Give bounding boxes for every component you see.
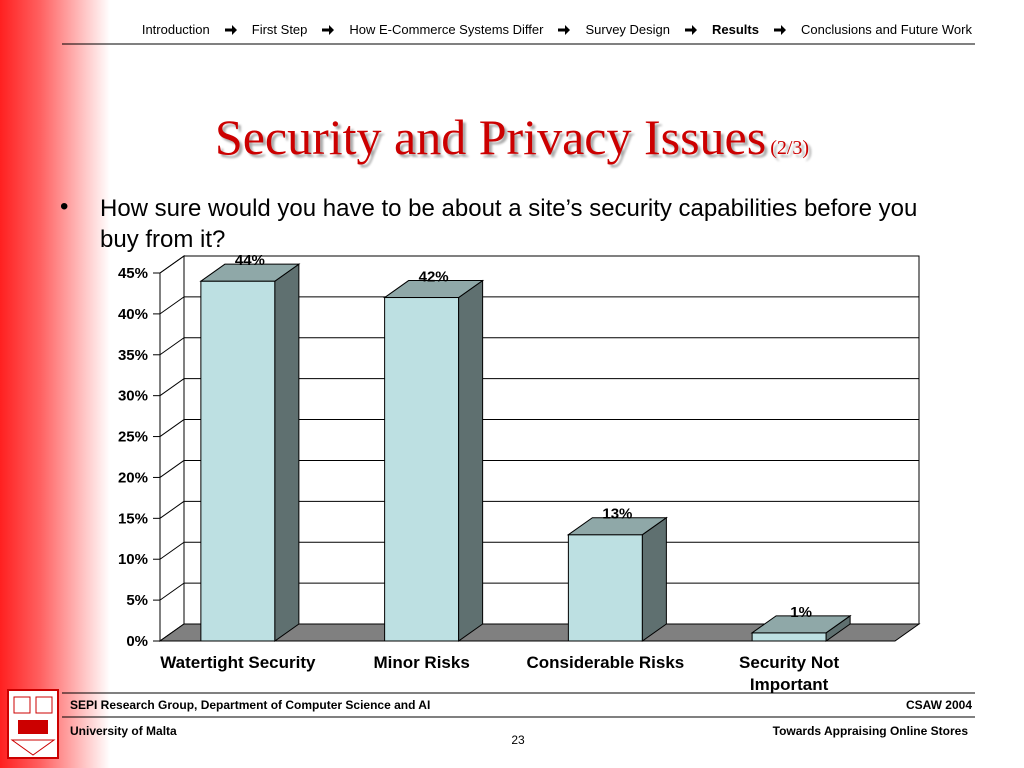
bar-front	[200, 280, 276, 642]
nav-item: Introduction	[141, 22, 210, 37]
nav-item: First Step	[251, 22, 308, 37]
grid-line-side	[159, 582, 185, 601]
nav-arrow	[558, 24, 571, 35]
grid-line-side	[159, 378, 185, 397]
footer-event: CSAW 2004	[905, 698, 972, 712]
x-tick-label: Minor Risks	[373, 653, 470, 672]
value-label: 44%	[235, 252, 265, 269]
bar-front	[751, 632, 827, 642]
nav-item: Conclusions and Future Work	[800, 22, 972, 37]
bar	[566, 516, 668, 642]
grid-line-side	[159, 460, 185, 478]
value-label: 13%	[602, 506, 632, 523]
grid-line-side	[159, 337, 185, 356]
title-suffix: (2/3)	[770, 137, 810, 159]
y-tick-label: 40%	[118, 306, 148, 323]
nav-item: Results	[712, 22, 759, 37]
nav: Introduction First Step How E-Commerce Sys…	[142, 22, 972, 37]
footer-talk: Towards Appraising Online Stores	[772, 724, 968, 738]
bullet-mark: •	[60, 193, 69, 220]
page-number: 23	[511, 733, 525, 747]
y-tick-label: 5%	[126, 592, 148, 609]
bar	[383, 279, 485, 642]
grid-line-side	[159, 419, 185, 437]
bar-top	[750, 615, 852, 634]
bar-side	[274, 263, 300, 642]
y-tick-label: 20%	[118, 469, 148, 486]
nav-item: How E-Commerce Systems Differ	[349, 22, 544, 37]
x-tick-label: Watertight Security	[160, 653, 316, 672]
logo	[7, 689, 59, 759]
y-tick-label: 10%	[118, 551, 148, 568]
footer-group: SEPI Research Group, Department of Compu…	[70, 698, 431, 712]
bar	[199, 263, 301, 642]
y-tick-label: 25%	[118, 429, 148, 446]
y-tick-label: 45%	[118, 265, 148, 282]
x-tick-label: Security Not Important	[739, 653, 840, 694]
nav-arrow	[224, 24, 237, 35]
bar-front	[567, 534, 643, 642]
nav-item: Survey Design	[585, 22, 671, 37]
nav-arrow	[322, 24, 335, 35]
value-label: 1%	[790, 604, 812, 621]
bar-side	[641, 516, 667, 642]
bar	[750, 614, 852, 642]
nav-arrow	[773, 24, 786, 35]
grid-line-side	[159, 255, 185, 274]
value-label: 42%	[419, 269, 449, 286]
grid-line-side	[159, 541, 185, 560]
bar-side	[458, 279, 484, 642]
y-tick-label: 0%	[126, 633, 148, 650]
title-block: Security and Privacy Issues (2/3)	[0, 108, 1024, 166]
side-wall	[159, 255, 185, 642]
bar-top	[566, 517, 668, 536]
slide-title: Security and Privacy Issues	[214, 109, 767, 165]
y-tick-label: 35%	[118, 347, 148, 364]
bar-top	[199, 263, 301, 282]
bar-top	[383, 280, 485, 299]
nav-arrow	[685, 24, 698, 35]
footer-university: University of Malta	[70, 724, 177, 738]
grid-line-side	[159, 296, 185, 315]
bullet-text: How sure would you have to be about a si…	[100, 195, 918, 253]
y-tick-label: 15%	[118, 510, 148, 527]
grid-line-side	[159, 500, 185, 519]
y-tick-label: 30%	[118, 388, 148, 405]
x-tick-label: Considerable Risks	[526, 653, 685, 672]
bar-front	[384, 297, 460, 642]
